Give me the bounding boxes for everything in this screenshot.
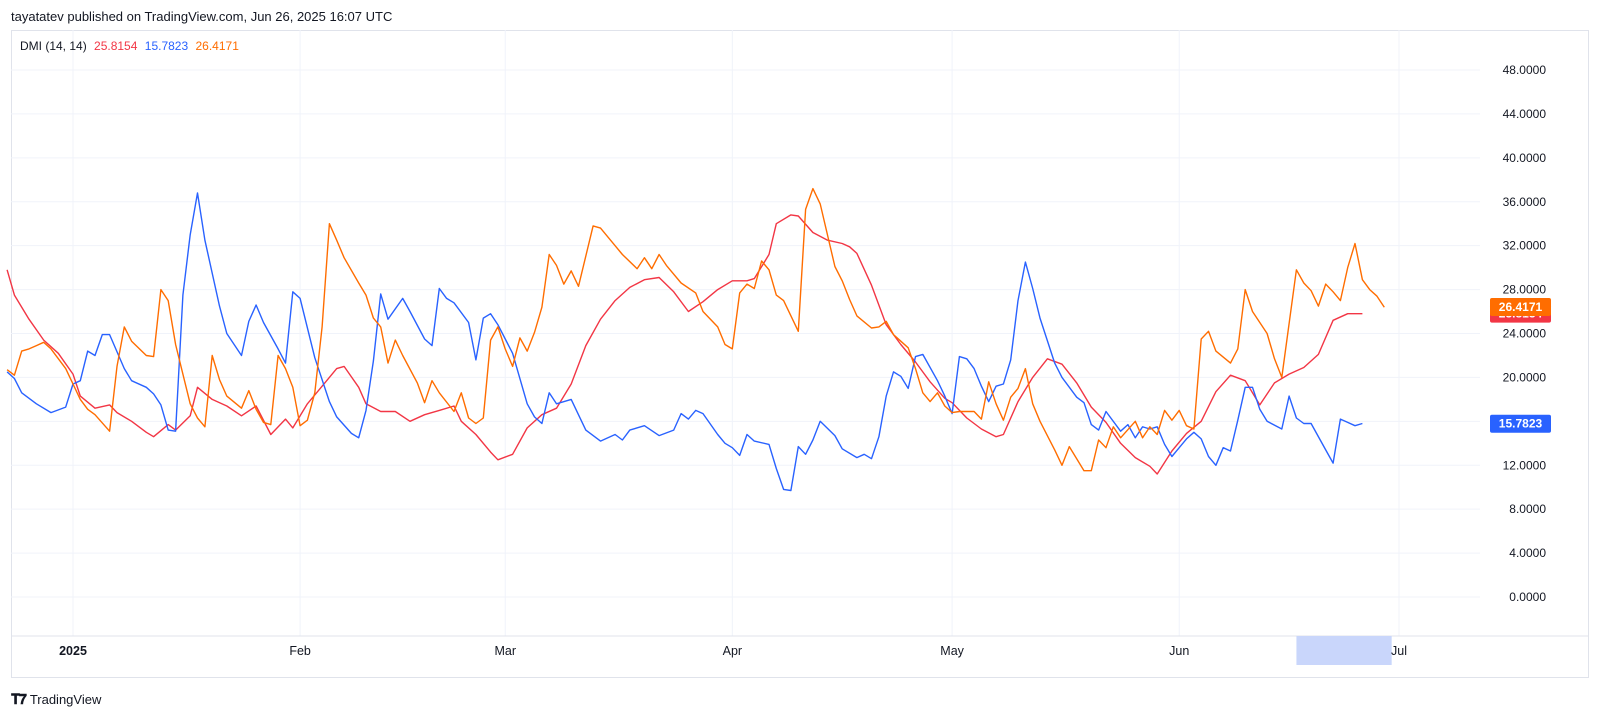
legend-value-di-plus: 15.7823 — [144, 39, 189, 53]
series-lines — [6, 187, 1385, 492]
x-tick-label: May — [940, 644, 964, 658]
y-tick-label: 40.0000 — [1503, 151, 1547, 165]
chart-frame — [11, 30, 1589, 678]
x-tick-label: Jun — [1169, 644, 1189, 658]
tradingview-logo-icon: 𝐓𝟕 — [11, 691, 27, 707]
y-tick-label: 0.0000 — [1509, 590, 1546, 604]
x-tick-label: Apr — [723, 644, 742, 658]
legend-value-di-minus: 26.4171 — [195, 39, 239, 53]
x-tick-label: Jul — [1391, 644, 1407, 658]
x-tick-label: Feb — [289, 644, 311, 658]
series-line-di_minus — [6, 187, 1385, 472]
x-axis-ticks: 2025 Feb Mar Apr May Jun Jul — [59, 644, 1407, 658]
date-range-highlight — [1296, 636, 1392, 665]
publisher-header: tayatatev published on TradingView.com, … — [11, 9, 393, 24]
x-tick-label: Mar — [494, 644, 516, 658]
y-tick-label: 24.0000 — [1503, 327, 1547, 341]
series-line-di_plus — [6, 192, 1363, 492]
x-tick-label: 2025 — [59, 644, 87, 658]
badge-label-di_plus: 15.7823 — [1499, 417, 1543, 431]
badge-di_plus — [1490, 414, 1551, 433]
y-tick-label: 48.0000 — [1503, 63, 1547, 77]
y-tick-label: 28.0000 — [1503, 283, 1547, 297]
tradingview-brand-text: TradingView — [29, 692, 102, 707]
y-tick-label: 8.0000 — [1509, 502, 1546, 516]
indicator-label: DMI (14, 14) — [20, 39, 87, 53]
y-tick-label: 44.0000 — [1503, 107, 1547, 121]
tradingview-footer[interactable]: 𝐓𝟕 TradingView — [11, 691, 101, 708]
y-axis-ticks: 48.0000 44.0000 40.0000 36.0000 32.0000 28.00… — [1503, 63, 1547, 604]
indicator-legend[interactable]: DMI (14, 14) 25.8154 15.7823 26.4171 — [20, 39, 243, 53]
badge-di_minus — [1490, 297, 1551, 316]
series-line-adx — [6, 214, 1363, 475]
grid-lines — [11, 30, 1589, 637]
y-tick-label: 12.0000 — [1503, 458, 1547, 472]
legend-value-adx: 25.8154 — [94, 39, 138, 53]
badge-label-di_minus: 26.4171 — [1499, 300, 1543, 314]
y-tick-label: 36.0000 — [1503, 195, 1547, 209]
y-tick-label: 20.0000 — [1503, 370, 1547, 384]
y-tick-label: 4.0000 — [1509, 546, 1546, 560]
y-tick-label: 32.0000 — [1503, 239, 1547, 253]
